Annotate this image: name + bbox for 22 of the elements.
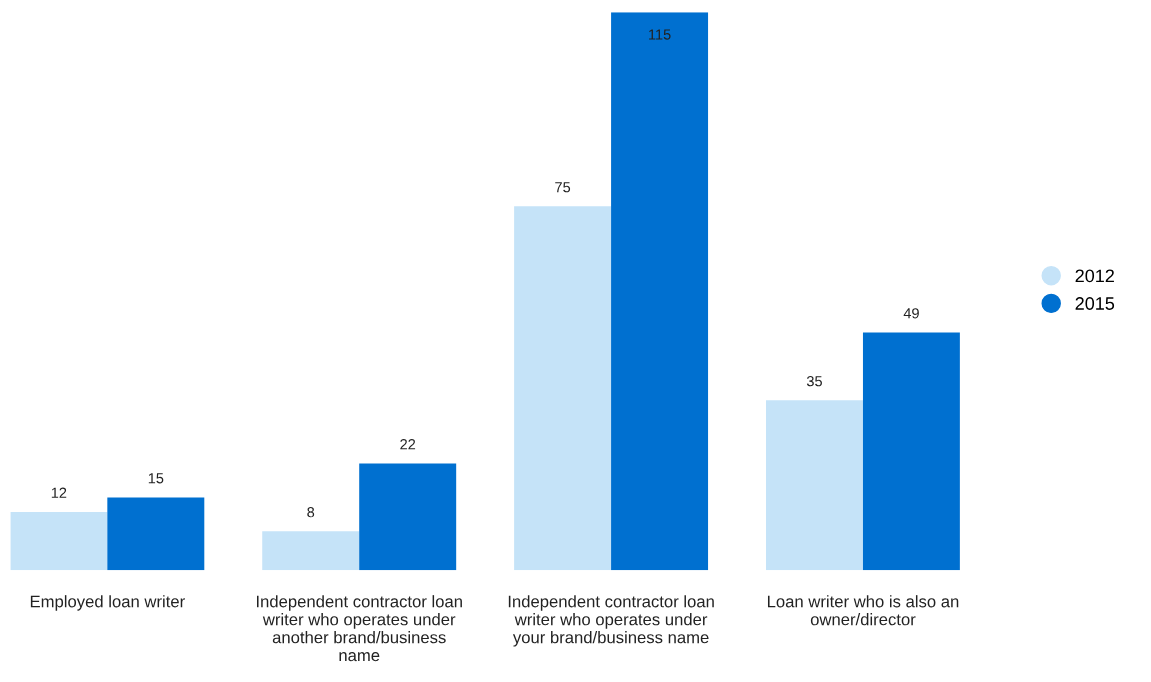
bar xyxy=(862,332,960,571)
x-tick-label: Independent contractor loan writer who operates under another brand/business name xyxy=(256,595,462,662)
data-label: 15 xyxy=(148,473,164,484)
legend-label: 2012 xyxy=(1075,269,1114,283)
data-label: 115 xyxy=(649,29,671,40)
data-label: 12 xyxy=(51,487,67,498)
bar xyxy=(262,531,360,571)
x-tick-label: Independent contractor loan writer who operates under your brand/business name xyxy=(508,595,714,647)
bar xyxy=(765,400,863,571)
bar xyxy=(359,463,457,571)
legend-label: 2015 xyxy=(1075,297,1115,310)
bar xyxy=(514,206,612,571)
bar xyxy=(107,497,205,571)
x-tick-label: Employed loan writer xyxy=(30,595,185,611)
data-label: 35 xyxy=(806,376,822,387)
data-label: 22 xyxy=(400,439,416,450)
x-tick-label: Loan writer who is also an owner/director xyxy=(767,595,959,626)
data-label: 49 xyxy=(903,308,919,319)
bar xyxy=(10,511,108,571)
data-label: 8 xyxy=(307,507,315,518)
data-label: 75 xyxy=(555,182,571,193)
bar xyxy=(611,12,709,571)
